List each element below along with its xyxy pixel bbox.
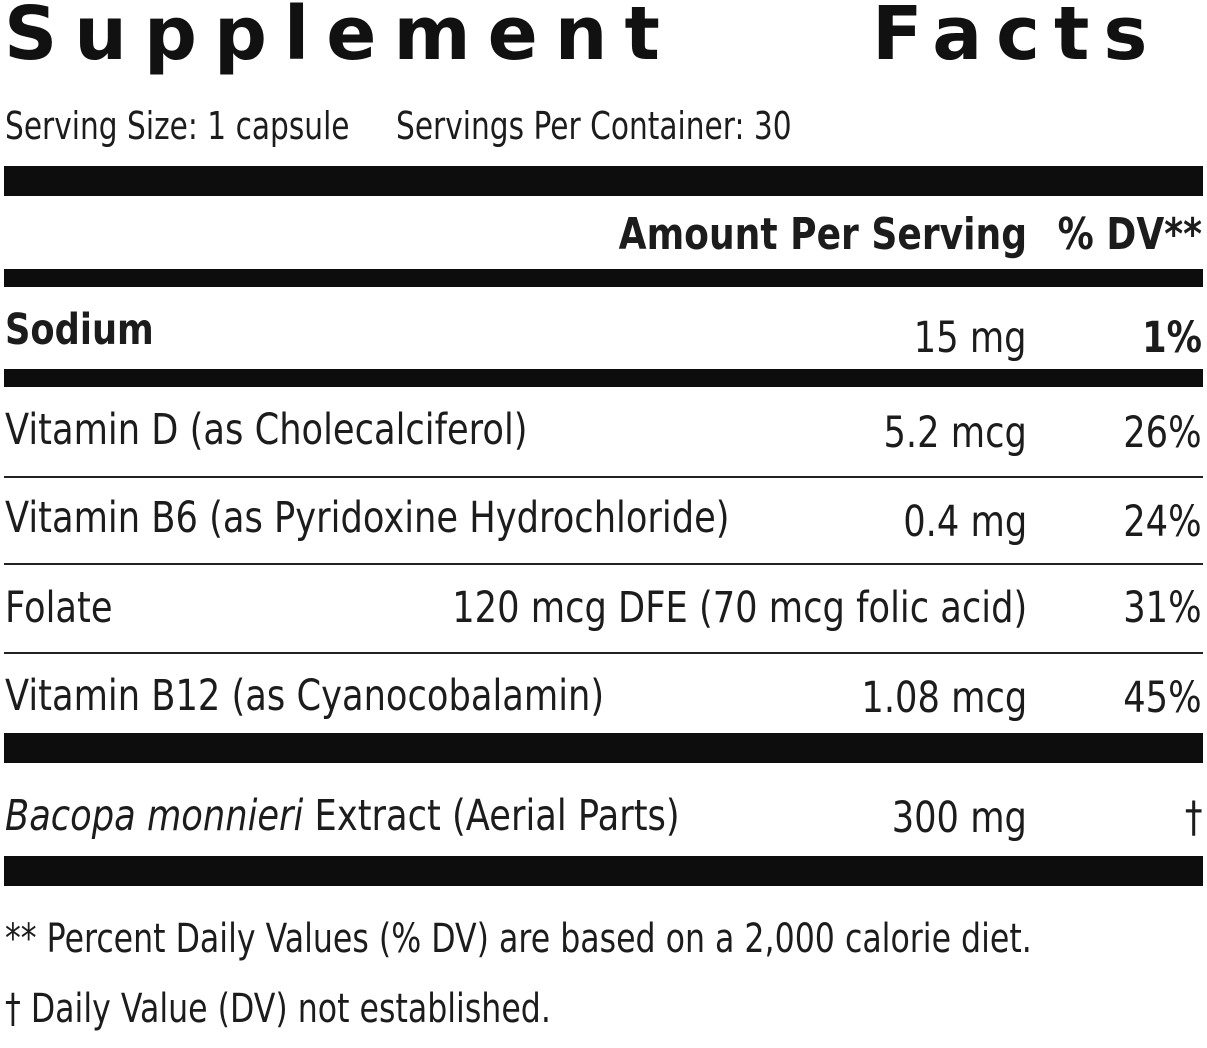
nutrient-amount-sodium: 15 mg <box>914 313 1027 363</box>
nutrient-dv-folate: 31% <box>1123 583 1202 633</box>
serving-size: Serving Size: 1 capsule <box>5 104 350 148</box>
extract-amount: 300 mg <box>891 793 1027 843</box>
divider-medium <box>4 369 1203 387</box>
divider-thin <box>4 476 1203 478</box>
divider-medium <box>4 269 1203 287</box>
nutrient-name-sodium: Sodium <box>5 305 154 355</box>
divider-thick <box>4 856 1203 886</box>
title-supplement: Supplement <box>4 0 677 77</box>
nutrient-amount-vitamin-d: 5.2 mcg <box>883 408 1027 458</box>
footnote-percent-daily-values: ** Percent Daily Values (% DV) are based… <box>5 916 1032 962</box>
divider-thick <box>4 166 1203 196</box>
nutrient-name-folate: Folate <box>5 583 113 633</box>
servings-per-container: Servings Per Container: 30 <box>396 104 792 148</box>
nutrient-dv-sodium: 1% <box>1142 313 1202 363</box>
nutrient-dv-vitamin-b12: 45% <box>1123 673 1202 723</box>
header-amount-per-serving: Amount Per Serving <box>618 209 1027 260</box>
nutrient-amount-vitamin-b12: 1.08 mcg <box>861 673 1027 723</box>
divider-thin <box>4 652 1203 654</box>
divider-thin <box>4 563 1203 565</box>
nutrient-amount-folate: 120 mcg DFE (70 mcg folic acid) <box>451 583 1027 633</box>
nutrient-name-vitamin-d: Vitamin D (as Cholecalciferol) <box>5 405 528 455</box>
extract-name-description: Extract (Aerial Parts) <box>303 791 680 841</box>
nutrient-dv-vitamin-d: 26% <box>1123 408 1202 458</box>
title-facts: Facts <box>872 0 1162 77</box>
footnote-dv-not-established: † Daily Value (DV) not established. <box>5 986 551 1032</box>
nutrient-amount-vitamin-b6: 0.4 mg <box>902 497 1027 547</box>
extract-name-species: Bacopa monnieri <box>5 791 304 841</box>
extract-name: Bacopa monnieri Extract (Aerial Parts) <box>5 788 680 844</box>
extract-dv: † <box>1184 793 1202 843</box>
divider-thick <box>4 733 1203 763</box>
header-percent-dv: % DV** <box>1057 209 1202 260</box>
nutrient-dv-vitamin-b6: 24% <box>1123 497 1202 547</box>
nutrient-name-vitamin-b12: Vitamin B12 (as Cyanocobalamin) <box>5 671 605 721</box>
nutrient-name-vitamin-b6: Vitamin B6 (as Pyridoxine Hydrochloride) <box>5 493 730 543</box>
